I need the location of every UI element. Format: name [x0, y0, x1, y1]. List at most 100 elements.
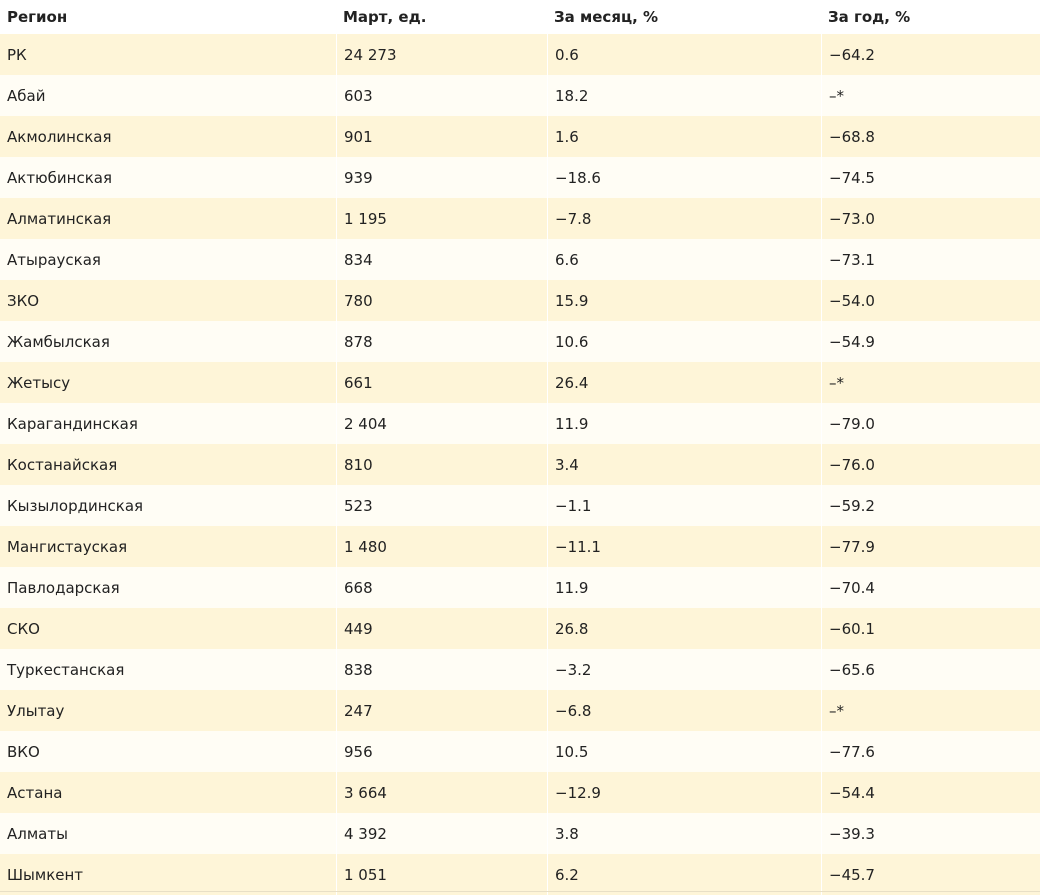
cell-march-units: 901 — [336, 116, 547, 157]
cell-month-percent: 10.5 — [547, 731, 821, 772]
cell-region: Астана — [7, 783, 63, 802]
cell-year-percent: −54.9 — [821, 321, 1040, 362]
cell-region: Туркестанская — [7, 660, 125, 679]
cell-month-percent: 3.4 — [547, 444, 821, 485]
cell-region: Акмолинская — [7, 127, 112, 146]
cell-month-percent: −1.1 — [547, 485, 821, 526]
cell-march-units: 1 480 — [336, 526, 547, 567]
cell-march-units: 4 392 — [336, 813, 547, 854]
cell-march-units: 3 664 — [336, 772, 547, 813]
cell-month-percent: 6.2 — [547, 854, 821, 895]
cell-year-percent: −79.0 — [821, 403, 1040, 444]
cell-month-percent: −7.8 — [547, 198, 821, 239]
table-bottom-divider — [0, 891, 1040, 892]
table-row: ЗКО 780 15.9 −54.0 — [0, 280, 1040, 321]
table-row: Улытау 247 −6.8 –* — [0, 690, 1040, 731]
cell-year-percent: −73.1 — [821, 239, 1040, 280]
table-row: Актюбинская 939 −18.6 −74.5 — [0, 157, 1040, 198]
cell-month-percent: −3.2 — [547, 649, 821, 690]
cell-month-percent: −6.8 — [547, 690, 821, 731]
cell-month-percent: 0.6 — [547, 34, 821, 75]
cell-year-percent: −74.5 — [821, 157, 1040, 198]
cell-region: РК — [7, 45, 27, 64]
cell-year-percent: −77.9 — [821, 526, 1040, 567]
cell-year-percent: −70.4 — [821, 567, 1040, 608]
cell-march-units: 878 — [336, 321, 547, 362]
cell-march-units: 810 — [336, 444, 547, 485]
table-header-row: Регион Март, ед. За месяц, % За год, % — [0, 0, 1040, 34]
cell-year-percent: −39.3 — [821, 813, 1040, 854]
cell-year-percent: −77.6 — [821, 731, 1040, 772]
cell-march-units: 668 — [336, 567, 547, 608]
table-row: Кызылординская 523 −1.1 −59.2 — [0, 485, 1040, 526]
table-row: Астана 3 664 −12.9 −54.4 — [0, 772, 1040, 813]
cell-region: Актюбинская — [7, 168, 113, 187]
table-row: Шымкент 1 051 6.2 −45.7 — [0, 854, 1040, 895]
cell-month-percent: −11.1 — [547, 526, 821, 567]
cell-month-percent: 15.9 — [547, 280, 821, 321]
cell-year-percent: −76.0 — [821, 444, 1040, 485]
cell-region: Абай — [7, 86, 46, 105]
table-row: Жамбылская 878 10.6 −54.9 — [0, 321, 1040, 362]
cell-year-percent: –* — [821, 362, 1040, 403]
cell-year-percent: –* — [821, 690, 1040, 731]
cell-region: Шымкент — [7, 865, 84, 884]
table-row: Мангистауская 1 480 −11.1 −77.9 — [0, 526, 1040, 567]
table-row: Туркестанская 838 −3.2 −65.6 — [0, 649, 1040, 690]
cell-region: Жамбылская — [7, 332, 110, 351]
cell-month-percent: 11.9 — [547, 403, 821, 444]
cell-month-percent: 26.4 — [547, 362, 821, 403]
table-row: РК 24 273 0.6 −64.2 — [0, 34, 1040, 75]
cell-year-percent: –* — [821, 75, 1040, 116]
table-row: Алматинская 1 195 −7.8 −73.0 — [0, 198, 1040, 239]
cell-region: Алматы — [7, 824, 68, 843]
cell-month-percent: 11.9 — [547, 567, 821, 608]
table-row: Жетысу 661 26.4 –* — [0, 362, 1040, 403]
header-year-percent: За год, % — [828, 8, 911, 26]
cell-year-percent: −64.2 — [821, 34, 1040, 75]
cell-region: Мангистауская — [7, 537, 128, 556]
cell-region: ВКО — [7, 742, 40, 761]
cell-region: Павлодарская — [7, 578, 120, 597]
cell-march-units: 247 — [336, 690, 547, 731]
cell-region: СКО — [7, 619, 40, 638]
table-row: СКО 449 26.8 −60.1 — [0, 608, 1040, 649]
cell-region: Кызылординская — [7, 496, 144, 515]
table-row: Карагандинская 2 404 11.9 −79.0 — [0, 403, 1040, 444]
cell-month-percent: 3.8 — [547, 813, 821, 854]
cell-year-percent: −60.1 — [821, 608, 1040, 649]
table-body: РК 24 273 0.6 −64.2 Абай 603 18.2 –* Акмолинская… — [0, 34, 1040, 895]
table-row: Абай 603 18.2 –* — [0, 75, 1040, 116]
cell-march-units: 449 — [336, 608, 547, 649]
cell-year-percent: −54.4 — [821, 772, 1040, 813]
cell-march-units: 834 — [336, 239, 547, 280]
cell-march-units: 24 273 — [336, 34, 547, 75]
cell-march-units: 661 — [336, 362, 547, 403]
cell-region: Костанайская — [7, 455, 118, 474]
cell-year-percent: −65.6 — [821, 649, 1040, 690]
cell-month-percent: 26.8 — [547, 608, 821, 649]
cell-march-units: 1 051 — [336, 854, 547, 895]
cell-march-units: 2 404 — [336, 403, 547, 444]
cell-month-percent: 6.6 — [547, 239, 821, 280]
cell-region: Алматинская — [7, 209, 112, 228]
cell-march-units: 603 — [336, 75, 547, 116]
table-row: ВКО 956 10.5 −77.6 — [0, 731, 1040, 772]
table-row: Алматы 4 392 3.8 −39.3 — [0, 813, 1040, 854]
cell-month-percent: −18.6 — [547, 157, 821, 198]
cell-region: ЗКО — [7, 291, 40, 310]
header-month-percent: За месяц, % — [554, 8, 659, 26]
cell-march-units: 956 — [336, 731, 547, 772]
cell-region: Атырауская — [7, 250, 101, 269]
cell-region: Жетысу — [7, 373, 71, 392]
cell-month-percent: 1.6 — [547, 116, 821, 157]
cell-year-percent: −45.7 — [821, 854, 1040, 895]
cell-month-percent: 10.6 — [547, 321, 821, 362]
cell-march-units: 523 — [336, 485, 547, 526]
cell-year-percent: −59.2 — [821, 485, 1040, 526]
table-row: Павлодарская 668 11.9 −70.4 — [0, 567, 1040, 608]
cell-march-units: 780 — [336, 280, 547, 321]
header-region: Регион — [7, 8, 68, 26]
table-row: Атырауская 834 6.6 −73.1 — [0, 239, 1040, 280]
